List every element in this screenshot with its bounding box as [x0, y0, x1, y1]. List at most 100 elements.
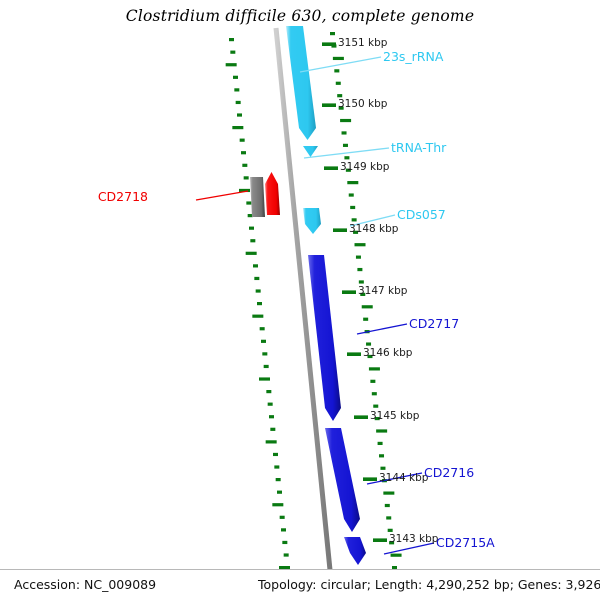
ruler-tick-label: 3145 kbp [370, 410, 420, 422]
ruler-tick [383, 491, 395, 495]
ruler-tick [350, 205, 356, 210]
ruler-tick [338, 106, 344, 110]
ruler-tick-label: 3148 kbp [349, 223, 399, 235]
feature-23s-rRNA-label[interactable]: 23s_rRNA [383, 49, 444, 64]
ruler-tick-label: 3151 kbp [338, 37, 388, 49]
ruler-major-tick [363, 477, 377, 481]
page-title: Clostridium difficile 630, complete geno… [125, 7, 475, 25]
ruler-tick [274, 465, 280, 469]
ruler-tick-label: 3149 kbp [340, 161, 390, 173]
ruler-tick [250, 239, 256, 243]
ruler-tick [225, 63, 237, 67]
ruler-tick [355, 255, 361, 259]
ruler-tick [281, 528, 286, 532]
ruler-tick [259, 377, 270, 381]
feature-cd2717-leader-line [356, 323, 408, 335]
ruler-tick [371, 392, 377, 396]
ruler-major-tick [333, 228, 347, 232]
ruler-tick [370, 379, 376, 383]
ruler-tick [357, 267, 363, 272]
feature-cd2716[interactable] [325, 428, 360, 532]
ruler-tick [373, 404, 379, 408]
ruler-tick [254, 276, 260, 281]
ruler-tick [353, 230, 359, 234]
ruler-tick [267, 402, 273, 406]
ruler-tick [233, 75, 238, 79]
feature-cd2716-label[interactable]: CD2716 [424, 465, 475, 480]
feature-cd2718[interactable] [265, 172, 280, 215]
feature-cd2717-label[interactable]: CD2717 [409, 316, 460, 331]
ruler-tick [376, 429, 388, 433]
feature-cd2715a[interactable] [344, 537, 366, 565]
ruler-tick [249, 226, 254, 230]
ruler-tick [380, 466, 386, 470]
feature-23s-rRNA[interactable] [286, 26, 316, 140]
ruler-tick-label: 3150 kbp [338, 98, 388, 110]
accession-text: Accession: NC_009089 [14, 577, 157, 592]
ruler-tick [390, 553, 402, 557]
ruler-tick [392, 566, 397, 570]
ruler-tick [389, 541, 395, 545]
ruler-tick [259, 327, 265, 331]
ruler-ticks-layer [225, 32, 402, 570]
ruler-tick [334, 69, 340, 73]
feature-cds057[interactable] [303, 208, 321, 234]
ruler-tick [354, 243, 366, 247]
ruler-tick [366, 342, 372, 346]
ruler-tick [235, 100, 241, 105]
ruler-tick [239, 138, 245, 142]
feature-cd2718-gray[interactable] [250, 177, 265, 217]
feature-cd2717[interactable] [308, 255, 341, 421]
ruler-tick [345, 168, 351, 172]
ruler-tick [377, 441, 383, 446]
ruler-tick-label: 3147 kbp [358, 285, 408, 297]
ruler-tick [237, 113, 242, 117]
ruler-tick [246, 201, 252, 205]
feature-trna-thr-label[interactable]: tRNA-Thr [391, 140, 447, 155]
genome-meta-text: Topology: circular; Length: 4,290,252 bp… [258, 577, 600, 592]
ruler-tick [263, 364, 269, 369]
ruler-tick [351, 218, 357, 222]
ruler-tick [232, 126, 244, 130]
ruler-major-tick [347, 352, 361, 356]
ruler-tick [279, 515, 285, 519]
ruler-tick [262, 352, 268, 356]
ruler-tick [282, 540, 288, 545]
ruler-tick [384, 503, 390, 508]
ruler-tick [247, 214, 253, 218]
ruler-tick [342, 143, 348, 147]
ruler-tick [347, 181, 359, 185]
ruler-major-tick [322, 103, 336, 107]
ruler-tick [379, 454, 385, 458]
ruler-tick [360, 292, 366, 296]
feature-trna-thr-leader-line [303, 147, 390, 159]
ruler-major-tick [342, 290, 356, 294]
ruler-tick [266, 390, 272, 394]
ruler-tick [272, 503, 284, 507]
ruler-tick [330, 32, 335, 36]
genome-axis-layer [273, 27, 333, 571]
ruler-tick [358, 280, 364, 284]
ruler-tick [335, 81, 341, 85]
ruler-tick [348, 193, 354, 197]
ruler-tick-label: 3143 kbp [389, 533, 439, 545]
ruler-tick [340, 118, 352, 123]
ruler-tick [255, 289, 261, 293]
ruler-tick [361, 305, 373, 309]
ruler-tick [331, 44, 337, 48]
feature-trna-thr[interactable] [299, 146, 318, 157]
ruler-tick [273, 452, 278, 457]
ruler-tick [239, 188, 250, 193]
ruler-tick [243, 176, 249, 180]
feature-cd2715a-label[interactable]: CD2715A [436, 535, 495, 550]
status-bar: Accession: NC_009089 Topology: circular;… [0, 569, 600, 600]
feature-cd2718-label[interactable]: CD2718 [97, 189, 148, 204]
ruler-tick-label: 3146 kbp [363, 347, 413, 359]
ruler-tick [257, 302, 262, 306]
feature-cds057-label[interactable]: CDs057 [397, 207, 446, 222]
ruler-tick [279, 566, 290, 570]
feature-cds057-leader-line [349, 214, 396, 227]
ruler-major-tick [354, 415, 368, 419]
